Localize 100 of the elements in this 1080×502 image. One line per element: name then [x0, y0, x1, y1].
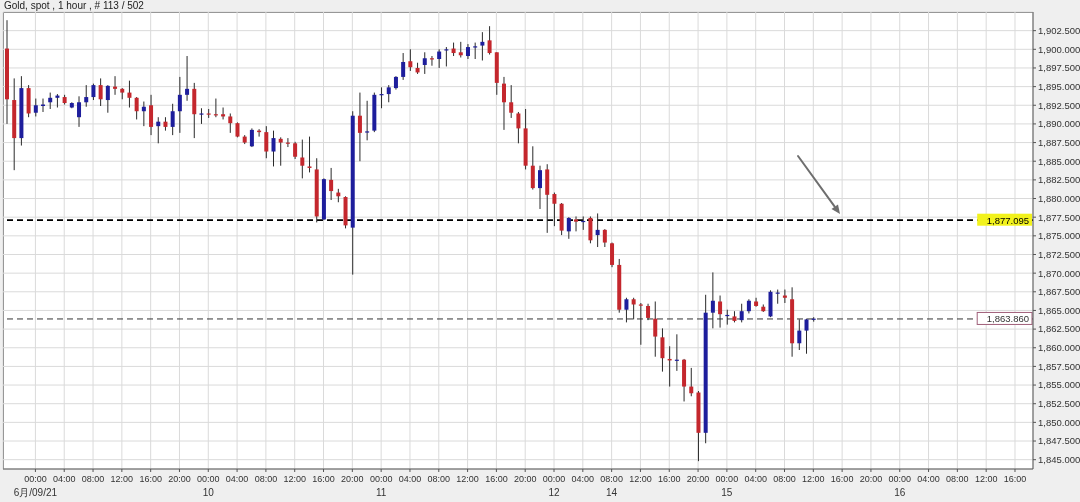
x-tick-label: 08:00 — [773, 473, 796, 484]
y-tick-label: 1,862.500 — [1038, 323, 1080, 335]
candlestick — [516, 111, 521, 144]
candlestick — [98, 77, 103, 107]
y-tick-label: 1,890.000 — [1038, 118, 1080, 130]
y-tick-label: 1,880.000 — [1038, 192, 1080, 204]
x-tick-label: 20:00 — [686, 473, 710, 484]
y-tick-label: 1,895.000 — [1038, 80, 1080, 92]
x-tick-label: 12:00 — [456, 473, 479, 484]
y-tick-label: 1,867.500 — [1038, 286, 1080, 298]
x-tick-label: 20:00 — [168, 473, 191, 484]
candlestick — [595, 212, 600, 248]
y-tick-label: 1,865.000 — [1038, 304, 1080, 316]
x-tick-label: 08:00 — [427, 473, 451, 484]
x-tick-label: 00:00 16 — [888, 473, 912, 498]
candlestick — [422, 51, 427, 75]
x-tick-label: 20:00 — [859, 473, 883, 484]
candlestick — [501, 76, 506, 131]
candlestick — [408, 48, 413, 72]
candlestick — [77, 95, 82, 128]
x-tick-label: 16:00 — [312, 473, 335, 484]
candlestick — [170, 103, 175, 136]
candlestick — [84, 84, 89, 108]
x-tick-label: 00:00 10 — [197, 473, 220, 498]
x-tick-label: 12:00 — [110, 473, 134, 484]
y-tick-label: 1,902.500 — [1038, 25, 1080, 37]
candlestick — [228, 112, 233, 134]
candlestick — [300, 139, 305, 179]
candlestick — [552, 192, 557, 227]
y-tick-label: 1,887.500 — [1038, 136, 1080, 148]
candlestick — [185, 55, 190, 102]
candlestick — [127, 80, 132, 108]
y-tick-label: 1,855.000 — [1038, 379, 1080, 391]
x-tick-label: 12:00 — [802, 473, 825, 484]
x-tick-label: 16:00 — [485, 473, 508, 484]
x-tick-label: 04:00 — [52, 473, 76, 484]
candlestick — [610, 242, 615, 268]
candlestick — [401, 52, 406, 81]
y-tick-label: 1,900.000 — [1038, 43, 1080, 55]
candlestick — [264, 125, 269, 159]
candlestick — [249, 127, 254, 148]
chart-title: Gold, spot , 1 hour , # 113 / 502 — [4, 0, 144, 12]
candlestick — [105, 84, 110, 114]
candlestick — [134, 96, 139, 120]
candlestick — [538, 165, 543, 210]
candlestick — [487, 25, 492, 56]
candlestick — [278, 136, 283, 167]
candlestick — [480, 31, 485, 61]
candlestick — [530, 145, 535, 191]
candlestick — [660, 327, 665, 373]
candlestick — [566, 216, 571, 240]
x-tick-label: 12:00 — [974, 473, 998, 484]
y-tick-label: 1,875.000 — [1038, 230, 1080, 242]
candlestick — [307, 136, 312, 173]
x-tick-label: 20:00 — [513, 473, 537, 484]
x-tick-label: 08:00 14 — [600, 473, 623, 498]
x-tick-label: 04:00 — [225, 473, 249, 484]
y-tick-label: 1,882.500 — [1038, 174, 1080, 186]
candlestick — [574, 215, 579, 232]
ref-line-label: 1,877.095 — [986, 214, 1029, 226]
y-tick-label: 1,870.000 — [1038, 267, 1080, 279]
candlestick — [271, 130, 276, 167]
y-tick-label: 1,850.000 — [1038, 416, 1080, 428]
y-tick-label: 1,845.000 — [1038, 454, 1080, 466]
y-tick-label: 1,860.000 — [1038, 342, 1080, 354]
x-tick-label: 04:00 — [571, 473, 595, 484]
ref-line-label: 1,863.860 — [986, 313, 1029, 325]
x-tick-label: 00:00 15 — [715, 473, 739, 498]
candlestick — [149, 94, 154, 136]
x-tick-label: 16:00 — [1003, 473, 1027, 484]
x-tick-label: 00:00 11 — [369, 473, 393, 498]
candlestick — [329, 167, 334, 201]
candlestick — [444, 46, 449, 67]
candlestick — [365, 100, 370, 141]
x-tick-label: 08:00 — [254, 473, 278, 484]
y-tick-label: 1,892.500 — [1038, 99, 1080, 111]
candlestick — [588, 215, 593, 244]
y-tick-label: 1,847.500 — [1038, 435, 1080, 447]
x-tick-label: 04:00 — [917, 473, 940, 484]
x-tick-label: 00:00 12 — [542, 473, 566, 498]
y-tick-label: 1,897.500 — [1038, 62, 1080, 74]
x-tick-label: 08:00 — [946, 473, 969, 484]
y-tick-label: 1,872.500 — [1038, 248, 1080, 260]
candlestick — [177, 76, 182, 134]
x-tick-label: 12:00 — [629, 473, 652, 484]
y-tick-label: 1,857.500 — [1038, 360, 1080, 372]
candlestick — [509, 84, 514, 119]
x-tick-label: 04:00 — [744, 473, 767, 484]
y-tick-label: 1,852.500 — [1038, 398, 1080, 410]
x-tick-label: 16:00 — [139, 473, 162, 484]
x-tick-label: 12:00 — [283, 473, 306, 484]
x-tick-label: 04:00 — [398, 473, 422, 484]
y-tick-label: 1,885.000 — [1038, 155, 1080, 167]
x-tick-label: 20:00 — [341, 473, 364, 484]
x-tick-label: 16:00 — [830, 473, 854, 484]
y-tick-label: 1,877.500 — [1038, 211, 1080, 223]
x-tick-label: 16:00 — [657, 473, 681, 484]
candlestick — [437, 48, 442, 69]
x-tick-label: 08:00 — [81, 473, 105, 484]
candlestick — [357, 92, 362, 162]
